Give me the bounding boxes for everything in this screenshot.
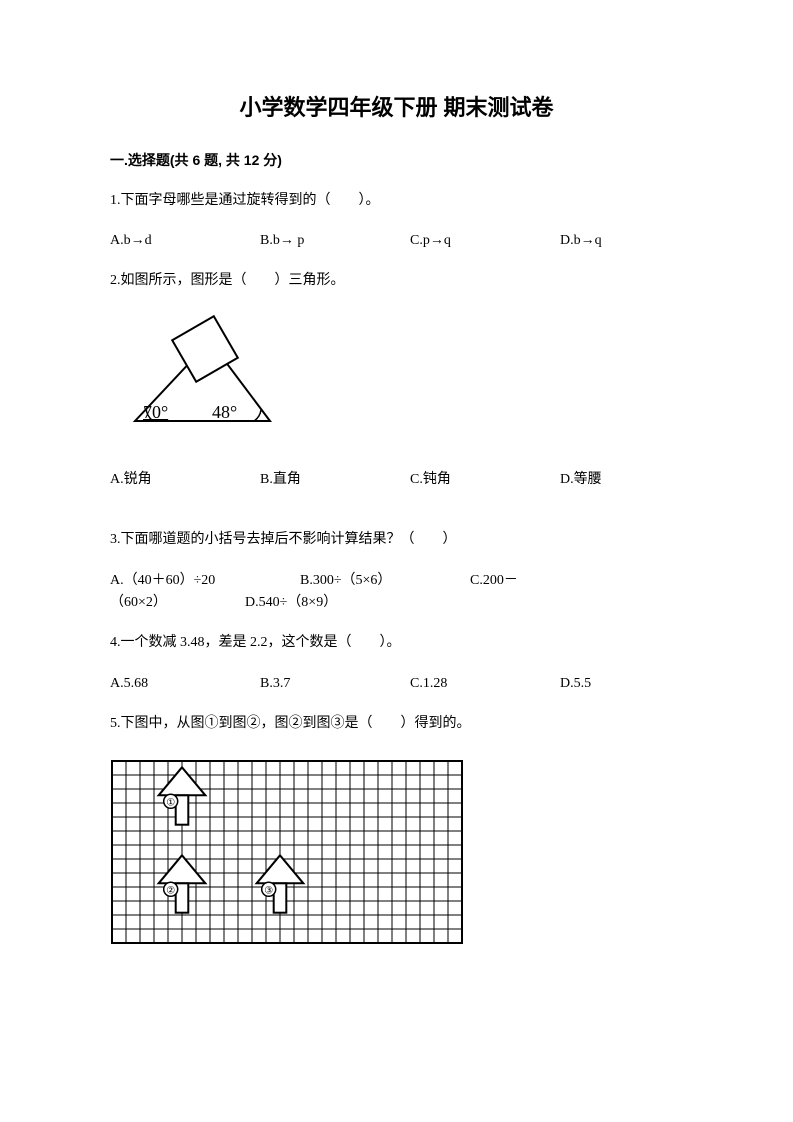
q1-text: 1.下面字母哪些是通过旋转得到的（ ）。 (110, 190, 683, 212)
q1-options: A.b→d B.b→ p C.p→q D.b→q (110, 230, 683, 252)
q3-opt-d: D.540÷（8×9） (245, 595, 337, 610)
q1-opt-c: C.p→q (410, 230, 560, 252)
page-title: 小学数学四年级下册 期末测试卷 (110, 90, 683, 125)
svg-text:48°: 48° (212, 402, 237, 422)
svg-text:70°: 70° (143, 402, 168, 422)
q1-opt-b: B.b→ p (260, 230, 410, 252)
q3-opt-a: A.（40＋60）÷20 (110, 570, 300, 592)
q3-opt-c2: （60×2） (110, 592, 245, 614)
q2-options: A.锐角 B.直角 C.钝角 D.等腰 (110, 469, 683, 491)
q2-text: 2.如图所示，图形是（ ）三角形。 (110, 270, 683, 292)
q4-opt-a: A.5.68 (110, 673, 260, 695)
svg-text:②: ② (166, 886, 175, 897)
svg-text:①: ① (166, 798, 175, 809)
q2-opt-a: A.锐角 (110, 469, 260, 491)
q3-text: 3.下面哪道题的小括号去掉后不影响计算结果？（ ） (110, 529, 683, 551)
q2-opt-c: C.钝角 (410, 469, 560, 491)
q4-options: A.5.68 B.3.7 C.1.28 D.5.5 (110, 673, 683, 695)
q3-opt-b: B.300÷（5×6） (300, 570, 470, 592)
svg-text:③: ③ (264, 886, 273, 897)
q4-opt-d: D.5.5 (560, 673, 680, 695)
section-1-header: 一.选择题(共 6 题, 共 12 分) (110, 149, 683, 171)
q4-text: 4.一个数减 3.48，差是 2.2，这个数是（ ）。 (110, 632, 683, 654)
q5-figure: ① ② ③ (110, 759, 683, 953)
q5-text: 5.下图中，从图①到图②，图②到图③是（ ）得到的。 (110, 713, 683, 735)
q4-opt-b: B.3.7 (260, 673, 410, 695)
q4-opt-c: C.1.28 (410, 673, 560, 695)
q2-opt-d: D.等腰 (560, 469, 680, 491)
q3-options: A.（40＋60）÷20B.300÷（5×6）C.200－ （60×2）D.54… (110, 570, 683, 615)
q2-figure: 70° 48° (110, 311, 683, 441)
q3-opt-c1: C.200－ (470, 573, 518, 588)
q2-opt-b: B.直角 (260, 469, 410, 491)
q1-opt-d: D.b→q (560, 230, 680, 252)
q1-opt-a: A.b→d (110, 230, 260, 252)
